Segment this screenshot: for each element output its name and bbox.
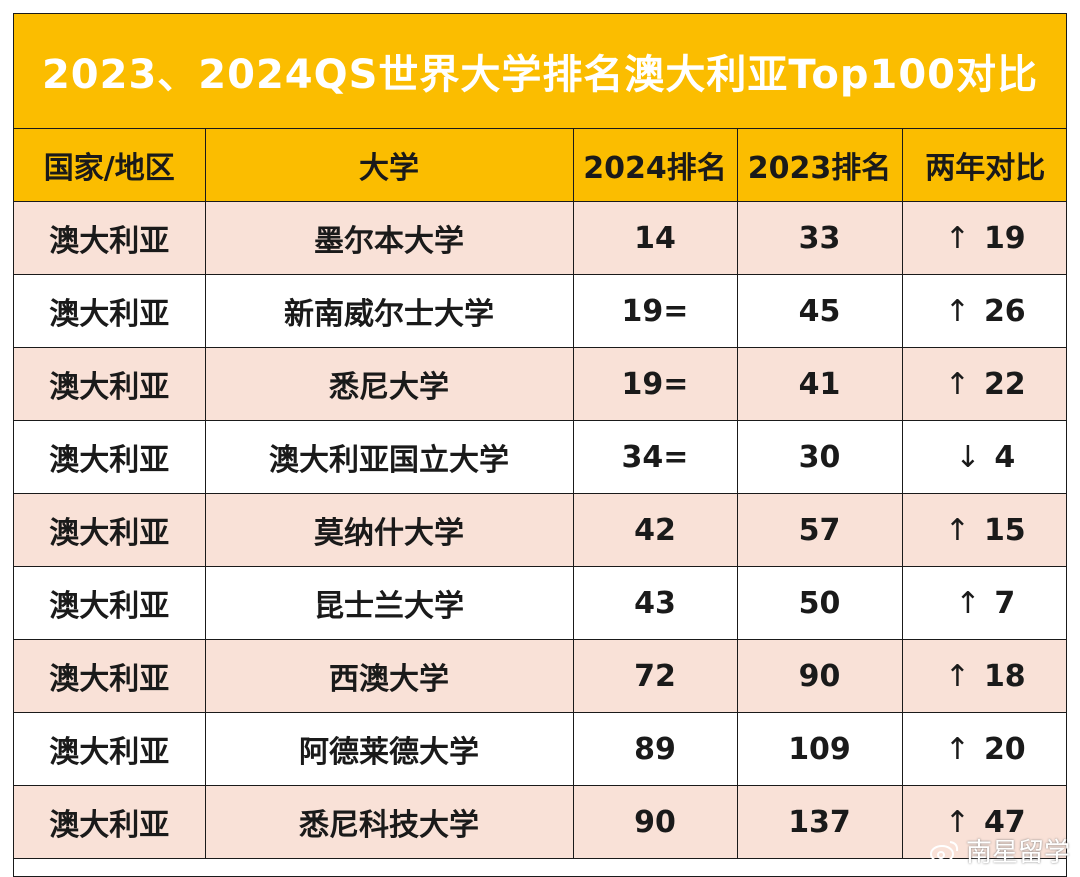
arrow-up-icon: ↑ (944, 658, 970, 694)
header-comparison: 两年对比 (901, 129, 1066, 202)
cell-country: 澳大利亚 (14, 639, 206, 713)
table-row: 澳大利亚 西澳大学 72 90 ↑ 18 (14, 639, 1066, 713)
page-title: 2023、2024QS世界大学排名澳大利亚Top100对比 (41, 52, 1039, 98)
arrow-up-icon: ↑ (944, 512, 970, 548)
cell-rank-2023: 30 (736, 420, 903, 494)
arrow-up-icon: ↑ (944, 804, 970, 840)
cell-university: 西澳大学 (204, 639, 574, 713)
table-row: 澳大利亚 莫纳什大学 42 57 ↑ 15 (14, 493, 1066, 567)
cell-rank-2023: 41 (736, 347, 903, 421)
cell-rank-2023: 57 (736, 493, 903, 567)
arrow-down-icon: ↓ (955, 439, 981, 475)
arrow-up-icon: ↑ (955, 585, 981, 621)
change-value: 18 (983, 658, 1026, 694)
table-row: 澳大利亚 墨尔本大学 14 33 ↑ 19 (14, 201, 1066, 275)
header-country: 国家/地区 (14, 129, 206, 202)
cell-university: 阿德莱德大学 (204, 712, 574, 786)
table-row: 澳大利亚 阿德莱德大学 89 109 ↑ 20 (14, 712, 1066, 786)
cell-comparison: ↑ 22 (901, 347, 1066, 421)
cell-comparison: ↑ 19 (901, 201, 1066, 275)
cell-rank-2024: 43 (572, 566, 738, 640)
cell-country: 澳大利亚 (14, 201, 206, 275)
change-value: 15 (983, 512, 1026, 548)
brand-watermark: 南星留学 (929, 832, 1070, 869)
cell-comparison: ↑ 15 (901, 493, 1066, 567)
cell-university: 悉尼科技大学 (204, 785, 574, 859)
cell-country: 澳大利亚 (14, 566, 206, 640)
table-row: 澳大利亚 新南威尔士大学 19= 45 ↑ 26 (14, 274, 1066, 348)
title-bar: 2023、2024QS世界大学排名澳大利亚Top100对比 (14, 14, 1066, 129)
cell-rank-2023: 90 (736, 639, 903, 713)
cell-university: 昆士兰大学 (204, 566, 574, 640)
cell-rank-2024: 34= (572, 420, 738, 494)
cell-rank-2023: 45 (736, 274, 903, 348)
cell-rank-2024: 19= (572, 347, 738, 421)
ranking-table: 国家/地区 大学 2024排名 2023排名 两年对比 澳大利亚 墨尔本大学 14 3… (14, 129, 1066, 859)
cell-university: 莫纳什大学 (204, 493, 574, 567)
table-row: 澳大利亚 悉尼大学 19= 41 ↑ 22 (14, 347, 1066, 421)
change-value: 4 (994, 439, 1016, 475)
cell-university: 澳大利亚国立大学 (204, 420, 574, 494)
table-row: 澳大利亚 昆士兰大学 43 50 ↑ 7 (14, 566, 1066, 640)
arrow-up-icon: ↑ (944, 731, 970, 767)
table-header-row: 国家/地区 大学 2024排名 2023排名 两年对比 (14, 129, 1066, 202)
arrow-up-icon: ↑ (944, 366, 970, 402)
cell-comparison: ↑ 47 (901, 785, 1066, 859)
cell-comparison: ↑ 18 (901, 639, 1066, 713)
cell-country: 澳大利亚 (14, 712, 206, 786)
weibo-icon (929, 840, 959, 863)
arrow-up-icon: ↑ (944, 293, 970, 329)
cell-comparison: ↓ 4 (901, 420, 1066, 494)
ranking-table-card: 2023、2024QS世界大学排名澳大利亚Top100对比 国家/地区 大学 2… (13, 13, 1067, 877)
header-rank-2024: 2024排名 (572, 129, 738, 202)
change-value: 19 (983, 220, 1026, 256)
cell-rank-2024: 90 (572, 785, 738, 859)
cell-country: 澳大利亚 (14, 274, 206, 348)
cell-comparison: ↑ 7 (901, 566, 1066, 640)
cell-country: 澳大利亚 (14, 785, 206, 859)
cell-rank-2024: 72 (572, 639, 738, 713)
cell-university: 新南威尔士大学 (204, 274, 574, 348)
table-row: 澳大利亚 澳大利亚国立大学 34= 30 ↓ 4 (14, 420, 1066, 494)
watermark-text: 南星留学 (965, 838, 1070, 868)
cell-country: 澳大利亚 (14, 493, 206, 567)
cell-rank-2024: 42 (572, 493, 738, 567)
cell-rank-2024: 89 (572, 712, 738, 786)
cell-country: 澳大利亚 (14, 347, 206, 421)
change-value: 20 (983, 731, 1026, 767)
change-value: 47 (983, 804, 1026, 840)
cell-country: 澳大利亚 (14, 420, 206, 494)
cell-comparison: ↑ 20 (901, 712, 1066, 786)
header-rank-2023: 2023排名 (736, 129, 903, 202)
change-value: 7 (994, 585, 1016, 621)
table-row: 澳大利亚 悉尼科技大学 90 137 ↑ 47 (14, 785, 1066, 859)
cell-comparison: ↑ 26 (901, 274, 1066, 348)
cell-rank-2023: 50 (736, 566, 903, 640)
header-university: 大学 (204, 129, 574, 202)
cell-rank-2023: 33 (736, 201, 903, 275)
cell-rank-2023: 109 (736, 712, 903, 786)
cell-rank-2024: 14 (572, 201, 738, 275)
change-value: 22 (983, 366, 1026, 402)
cell-rank-2024: 19= (572, 274, 738, 348)
cell-university: 悉尼大学 (204, 347, 574, 421)
change-value: 26 (983, 293, 1026, 329)
cell-university: 墨尔本大学 (204, 201, 574, 275)
cell-rank-2023: 137 (736, 785, 903, 859)
arrow-up-icon: ↑ (944, 220, 970, 256)
